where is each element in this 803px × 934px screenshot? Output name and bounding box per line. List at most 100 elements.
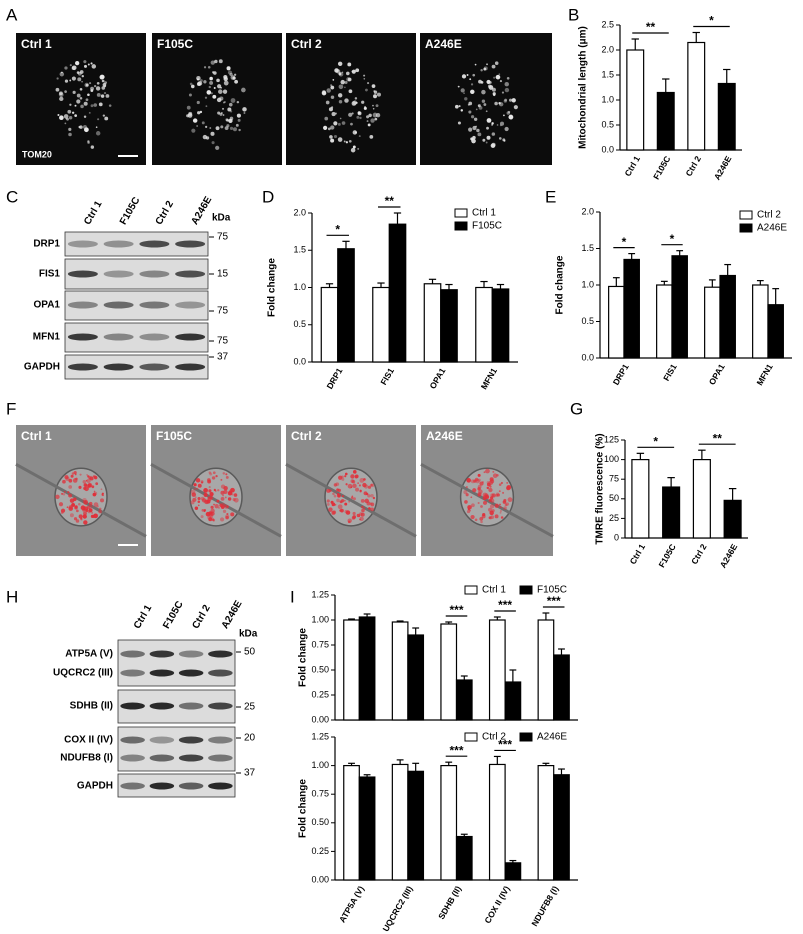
signal	[62, 493, 66, 496]
signal	[202, 134, 208, 140]
signal	[472, 488, 477, 493]
signal	[504, 87, 510, 93]
significance-label: ***	[498, 738, 512, 752]
signal	[234, 73, 237, 76]
marker-label: 75	[217, 336, 229, 347]
signal	[65, 118, 68, 120]
signal	[71, 66, 76, 71]
band	[178, 650, 204, 658]
signal	[243, 112, 246, 114]
signal	[337, 137, 343, 142]
signal	[333, 483, 338, 487]
band	[120, 736, 145, 744]
signal	[207, 66, 211, 69]
signal	[504, 503, 508, 507]
signal	[350, 147, 356, 153]
signal	[481, 99, 486, 103]
signal	[467, 505, 471, 509]
signal	[482, 500, 488, 505]
signal	[89, 475, 94, 481]
bar	[475, 286, 493, 363]
signal	[483, 67, 487, 71]
signal	[196, 487, 199, 490]
signal	[91, 511, 94, 514]
signal	[101, 79, 105, 83]
signal	[345, 71, 350, 76]
signal	[483, 103, 487, 106]
signal	[78, 485, 82, 489]
signal	[82, 480, 87, 484]
significance-label: ***	[449, 743, 463, 757]
signal	[471, 138, 476, 144]
signal	[500, 481, 504, 485]
signal	[323, 125, 328, 131]
signal	[201, 121, 205, 125]
signal	[359, 512, 363, 516]
signal	[504, 81, 509, 87]
signal	[510, 117, 513, 120]
signal	[75, 519, 80, 523]
y-tick-label: 2.0	[293, 207, 306, 217]
signal	[336, 493, 342, 498]
signal	[59, 96, 64, 102]
signal	[486, 486, 490, 490]
signal	[193, 487, 197, 490]
signal	[88, 508, 93, 513]
signal	[365, 88, 368, 92]
x-tick-label: MFN1	[479, 366, 499, 391]
blot-strip	[64, 290, 209, 321]
significance-label: **	[713, 431, 723, 445]
row-label: UQCRC2 (III)	[53, 668, 113, 679]
signal	[496, 493, 501, 497]
signal	[83, 511, 87, 516]
band	[120, 782, 145, 790]
signal	[193, 483, 197, 487]
signal	[482, 492, 488, 498]
band	[178, 736, 204, 744]
signal	[209, 76, 213, 81]
signal	[204, 96, 208, 99]
signal	[82, 508, 85, 512]
signal	[81, 80, 83, 83]
signal	[336, 498, 340, 503]
signal	[477, 478, 481, 482]
band	[67, 333, 98, 341]
signal	[494, 503, 499, 508]
y-tick-label: 0.5	[293, 319, 306, 329]
signal	[357, 147, 360, 150]
signal	[356, 115, 360, 119]
signal	[331, 106, 334, 109]
signal	[344, 80, 348, 84]
signal	[89, 476, 94, 481]
signal	[56, 77, 59, 80]
x-tick-label: FIS1	[378, 366, 396, 387]
signal	[335, 491, 338, 493]
signal	[84, 127, 89, 133]
signal	[93, 475, 98, 480]
signal	[354, 474, 359, 479]
band	[139, 240, 170, 248]
signal	[228, 102, 233, 107]
signal	[223, 80, 229, 86]
signal	[343, 140, 346, 143]
signal	[224, 126, 229, 131]
signal	[486, 79, 491, 84]
band	[178, 702, 204, 710]
signal	[212, 94, 217, 99]
signal	[226, 66, 231, 71]
x-tick-label: OPA1	[428, 366, 448, 391]
signal	[464, 97, 468, 101]
signal	[498, 73, 501, 75]
panel-label: H	[6, 587, 18, 606]
legend-label: F105C	[537, 585, 567, 596]
signal	[194, 506, 199, 510]
signal	[86, 505, 91, 510]
signal	[457, 121, 461, 125]
signal	[373, 90, 378, 94]
signal	[494, 61, 499, 65]
signal	[350, 496, 354, 500]
signal	[73, 471, 77, 475]
signal	[344, 86, 346, 89]
signal	[216, 499, 220, 503]
